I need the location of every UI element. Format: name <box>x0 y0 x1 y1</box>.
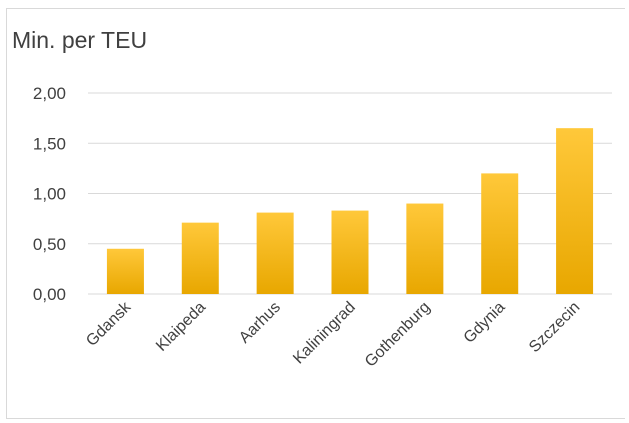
bar-klaipeda <box>181 222 219 294</box>
y-tick-label: 1,00 <box>33 185 66 204</box>
x-category-label: Aarhus <box>236 299 284 347</box>
bar-aarhus <box>256 212 294 294</box>
y-tick-label: 0,50 <box>33 235 66 254</box>
y-tick-label: 2,00 <box>33 84 66 103</box>
bar-szczecin <box>556 128 594 294</box>
chart-title: Min. per TEU <box>12 27 148 53</box>
bar-gothenburg <box>406 203 444 294</box>
y-axis-tick-labels: 0,00 0,50 1,00 1,50 2,00 <box>33 84 66 304</box>
x-category-label: Kaliningrad <box>290 299 359 368</box>
bars <box>106 128 594 294</box>
x-category-label: Gothenburg <box>362 299 434 371</box>
x-category-label: Gdansk <box>83 298 135 350</box>
x-category-label: Gdynia <box>461 299 509 347</box>
bar-kaliningrad <box>331 210 369 294</box>
y-tick-label: 0,00 <box>33 285 66 304</box>
chart-frame <box>6 8 625 419</box>
x-axis-category-labels: Gdansk Klaipeda Aarhus Kaliningrad Gothenbur… <box>83 298 583 370</box>
y-tick-label: 1,50 <box>33 134 66 153</box>
bar-gdynia <box>481 173 519 294</box>
bar-gdansk <box>106 248 144 294</box>
x-category-label: Klaipeda <box>153 299 209 355</box>
x-category-label: Szczecin <box>526 299 583 356</box>
